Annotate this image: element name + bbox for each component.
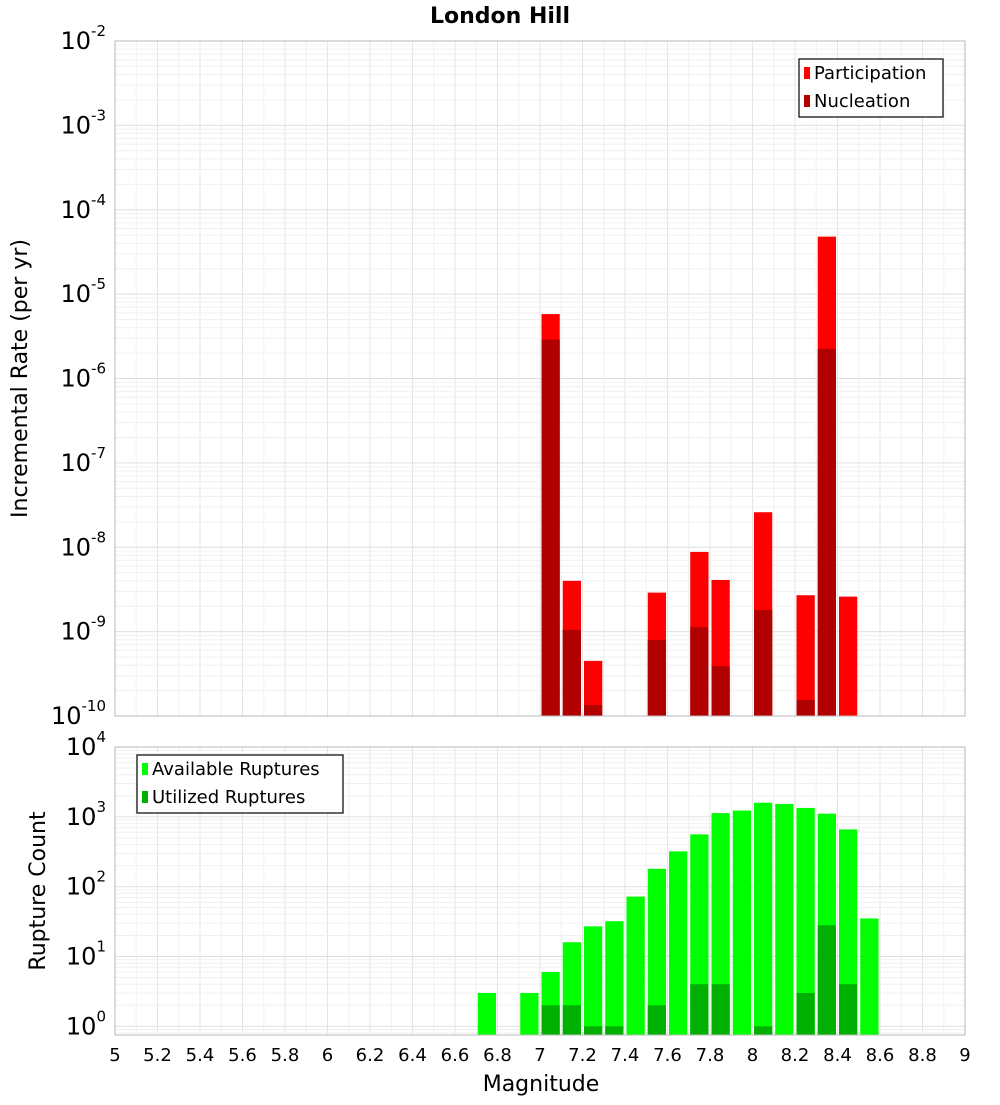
top-legend-swatch-participation	[804, 67, 810, 79]
x-tick-label: 8.4	[823, 1045, 852, 1066]
top-y-tick-label: 10-10	[51, 697, 106, 730]
top-legend-box	[798, 58, 944, 118]
bottom-y-tick-label: 100	[66, 1007, 106, 1040]
top-bar-nucleation	[754, 610, 773, 716]
top-y-tick-label: 10-7	[60, 444, 106, 477]
x-tick-label: 9	[959, 1045, 970, 1066]
x-tick-label: 8.6	[866, 1045, 895, 1066]
bottom-bar-utilized-ruptures	[754, 1026, 773, 1035]
bottom-bar-utilized-ruptures	[711, 984, 730, 1035]
bottom-bar-utilized-ruptures	[839, 984, 858, 1035]
top-bar-participation	[796, 595, 815, 716]
x-tick-label: 7.2	[568, 1045, 597, 1066]
top-y-axis-label: Incremental Rate (per yr)	[8, 239, 33, 518]
bottom-bar-available-ruptures	[584, 926, 603, 1035]
bottom-legend-swatch-utilized-ruptures	[142, 791, 148, 803]
x-tick-label: 7.8	[696, 1045, 725, 1066]
bottom-bar-utilized-ruptures	[605, 1026, 624, 1035]
bottom-legend-label-available-ruptures: Available Ruptures	[152, 759, 320, 780]
top-y-tick-label: 10-5	[60, 275, 106, 308]
top-bar-nucleation	[647, 639, 666, 716]
top-bar-participation	[584, 660, 603, 716]
x-tick-label: 7.4	[611, 1045, 640, 1066]
top-y-tick-label: 10-9	[60, 613, 106, 646]
bottom-bar-available-ruptures	[605, 921, 624, 1035]
bottom-bar-available-ruptures	[732, 810, 751, 1035]
top-bar-nucleation	[584, 705, 603, 716]
bottom-legend-box	[136, 754, 344, 814]
top-y-tick-label: 10-2	[60, 22, 106, 55]
top-legend-swatch-nucleation	[804, 95, 810, 107]
x-tick-label: 6.4	[398, 1045, 427, 1066]
bottom-legend-swatch-available-ruptures	[142, 763, 148, 775]
x-tick-label: 5.8	[271, 1045, 300, 1066]
x-tick-label: 6.2	[356, 1045, 385, 1066]
bottom-bar-utilized-ruptures	[584, 1026, 603, 1035]
top-bar-nucleation	[690, 627, 709, 716]
top-bar-nucleation	[562, 629, 581, 716]
top-bar-nucleation	[817, 348, 836, 716]
bottom-y-tick-label: 103	[66, 798, 106, 831]
x-tick-label: 7	[534, 1045, 545, 1066]
bottom-bar-utilized-ruptures	[690, 984, 709, 1035]
bottom-y-axis-label: Rupture Count	[26, 811, 51, 971]
bottom-bar-available-ruptures	[711, 813, 730, 1035]
top-bar-nucleation	[541, 339, 560, 716]
bottom-bar-utilized-ruptures	[541, 1005, 560, 1035]
bottom-bar-available-ruptures	[669, 851, 688, 1035]
top-bar-nucleation	[796, 699, 815, 716]
bottom-bar-available-ruptures	[775, 803, 794, 1035]
bottom-plot-frame	[114, 746, 966, 1036]
bottom-bar-available-ruptures	[754, 802, 773, 1035]
x-tick-label: 8.2	[781, 1045, 810, 1066]
top-y-tick-label: 10-8	[60, 528, 106, 561]
bottom-y-tick-label: 104	[66, 728, 106, 761]
x-tick-label: 5	[109, 1045, 120, 1066]
x-tick-label: 5.4	[186, 1045, 215, 1066]
bottom-bar-available-ruptures	[520, 992, 539, 1035]
x-tick-label: 6.6	[441, 1045, 470, 1066]
bottom-legend: Available Ruptures Utilized Ruptures	[136, 754, 344, 814]
bottom-bar-utilized-ruptures	[562, 1005, 581, 1035]
x-tick-label: 6.8	[483, 1045, 512, 1066]
top-y-tick-label: 10-4	[60, 191, 106, 224]
top-plot-frame	[114, 40, 966, 717]
bottom-bar-utilized-ruptures	[647, 1005, 666, 1035]
top-legend-label-nucleation: Nucleation	[814, 91, 910, 112]
bottom-bar-utilized-ruptures	[817, 925, 836, 1035]
bottom-bar-available-ruptures	[626, 896, 645, 1035]
bottom-y-tick-label: 101	[66, 937, 106, 970]
bottom-bar-available-ruptures	[647, 868, 666, 1035]
bottom-bar-utilized-ruptures	[796, 992, 815, 1035]
x-tick-label: 7.6	[653, 1045, 682, 1066]
x-tick-label: 8.8	[908, 1045, 937, 1066]
top-legend-label-participation: Participation	[814, 63, 926, 84]
bottom-bar-available-ruptures	[860, 918, 879, 1035]
x-axis-label: Magnitude	[483, 1072, 600, 1097]
x-tick-label: 6	[322, 1045, 333, 1066]
bottom-legend-label-utilized-ruptures: Utilized Ruptures	[152, 787, 305, 808]
top-bar-nucleation	[711, 666, 730, 716]
bottom-bar-available-ruptures	[477, 992, 496, 1035]
x-tick-label: 5.2	[143, 1045, 172, 1066]
top-y-tick-label: 10-6	[60, 360, 106, 393]
x-tick-label: 8	[747, 1045, 758, 1066]
top-y-tick-label: 10-3	[60, 106, 106, 139]
bottom-bar-available-ruptures	[796, 807, 815, 1035]
bottom-bar-available-ruptures	[839, 829, 858, 1035]
bottom-y-tick-label: 102	[66, 868, 106, 901]
top-legend: Participation Nucleation	[798, 58, 944, 118]
top-bar-participation	[839, 596, 858, 716]
chart-title: London Hill	[430, 4, 570, 29]
x-tick-label: 5.6	[228, 1045, 257, 1066]
